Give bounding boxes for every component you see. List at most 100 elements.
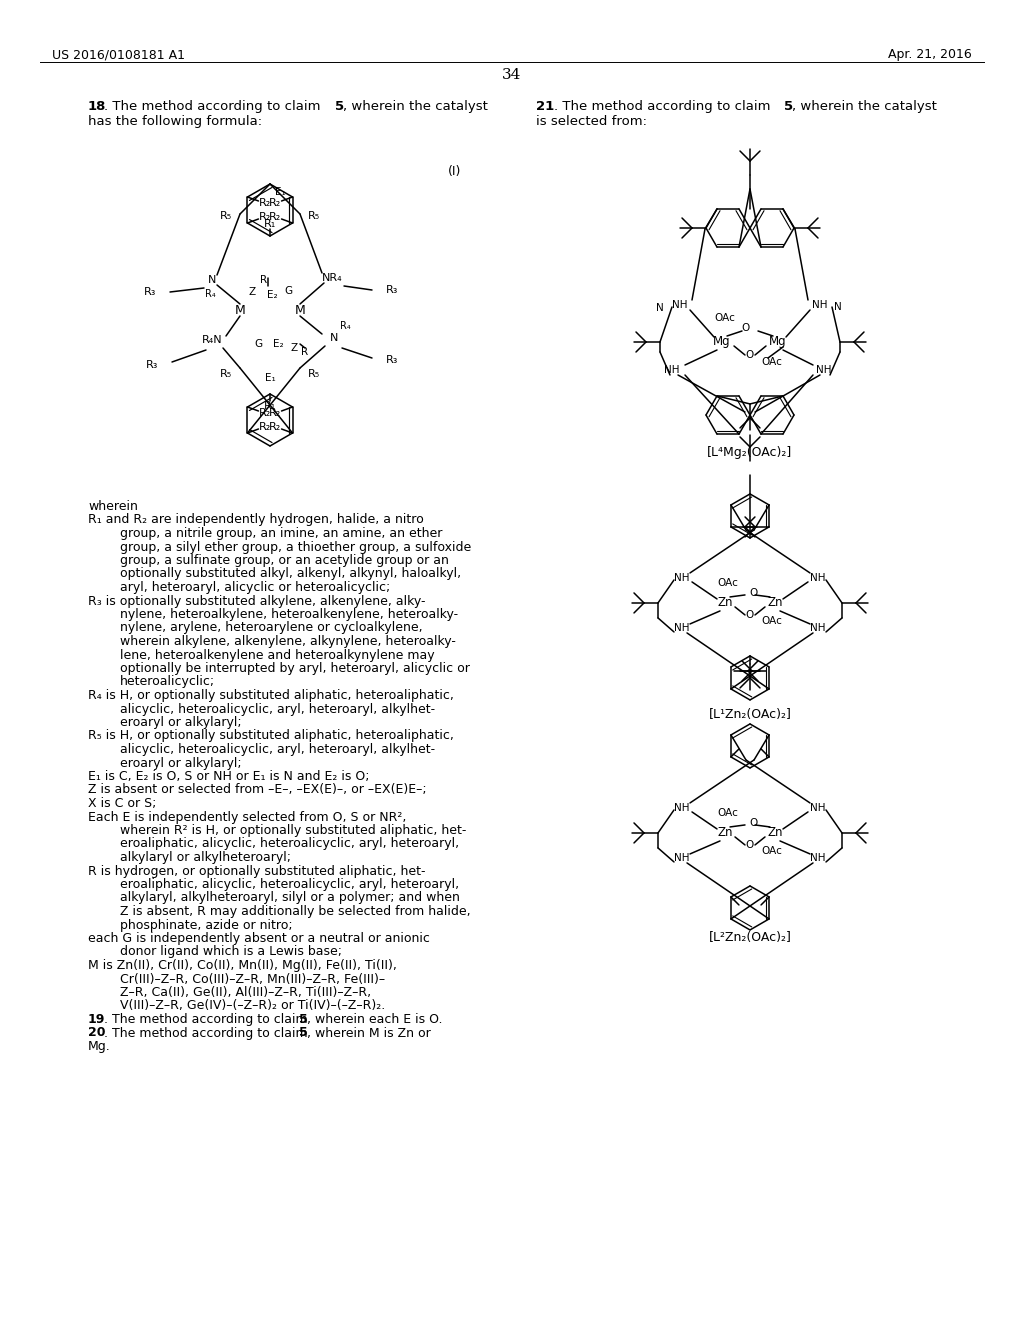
Text: OAc: OAc [718, 578, 738, 587]
Text: O: O [741, 323, 750, 333]
Text: [L⁴Mg₂(OAc)₂]: [L⁴Mg₂(OAc)₂] [708, 446, 793, 459]
Text: eroaryl or alkylaryl;: eroaryl or alkylaryl; [120, 715, 242, 729]
Text: eroaryl or alkylaryl;: eroaryl or alkylaryl; [120, 756, 242, 770]
Text: 5: 5 [335, 100, 344, 114]
Text: Cr(III)–Z–R, Co(III)–Z–R, Mn(III)–Z–R, Fe(III)–: Cr(III)–Z–R, Co(III)–Z–R, Mn(III)–Z–R, F… [120, 973, 385, 986]
Text: Zn: Zn [767, 826, 782, 840]
Text: NH: NH [674, 853, 690, 863]
Text: R₂: R₂ [268, 422, 281, 432]
Text: heteroalicyclic;: heteroalicyclic; [120, 676, 215, 689]
Text: alicyclic, heteroalicyclic, aryl, heteroaryl, alkylhet-: alicyclic, heteroalicyclic, aryl, hetero… [120, 702, 435, 715]
Text: group, a silyl ether group, a thioether group, a sulfoxide: group, a silyl ether group, a thioether … [120, 540, 471, 553]
Text: 20: 20 [88, 1027, 105, 1040]
Text: O: O [749, 818, 757, 828]
Text: R₅: R₅ [308, 211, 321, 220]
Text: [L²Zn₂(OAc)₂]: [L²Zn₂(OAc)₂] [709, 931, 792, 944]
Text: OAc: OAc [762, 616, 782, 626]
Text: lene, heteroalkenylene and heteroalkynylene may: lene, heteroalkenylene and heteroalkynyl… [120, 648, 434, 661]
Text: R₂: R₂ [259, 198, 271, 209]
Text: R₅: R₅ [220, 211, 232, 220]
Text: O: O [745, 840, 754, 850]
Text: phosphinate, azide or nitro;: phosphinate, azide or nitro; [120, 919, 293, 932]
Text: V(III)–Z–R, Ge(IV)–(–Z–R)₂ or Ti(IV)–(–Z–R)₂.: V(III)–Z–R, Ge(IV)–(–Z–R)₂ or Ti(IV)–(–Z… [120, 999, 385, 1012]
Text: eroaliphatic, alicyclic, heteroalicyclic, aryl, heteroaryl,: eroaliphatic, alicyclic, heteroalicyclic… [120, 837, 459, 850]
Text: , wherein M is Zn or: , wherein M is Zn or [307, 1027, 431, 1040]
Text: wherein alkylene, alkenylene, alkynylene, heteroalky-: wherein alkylene, alkenylene, alkynylene… [120, 635, 456, 648]
Text: M: M [295, 304, 305, 317]
Text: E₁: E₁ [264, 374, 275, 383]
Text: Mg.: Mg. [88, 1040, 111, 1053]
Text: group, a sulfinate group, or an acetylide group or an: group, a sulfinate group, or an acetylid… [120, 554, 449, 568]
Text: R₂: R₂ [259, 213, 271, 222]
Text: NH: NH [665, 366, 680, 375]
Text: NH: NH [672, 300, 688, 310]
Text: R₃: R₃ [386, 285, 398, 294]
Text: OAc: OAc [762, 846, 782, 855]
Text: nylene, heteroalkylene, heteroalkenylene, heteroalky-: nylene, heteroalkylene, heteroalkenylene… [120, 609, 458, 620]
Text: R₄ is H, or optionally substituted aliphatic, heteroaliphatic,: R₄ is H, or optionally substituted aliph… [88, 689, 454, 702]
Text: NH: NH [810, 853, 825, 863]
Text: G: G [284, 286, 292, 296]
Text: Z is absent, R may additionally be selected from halide,: Z is absent, R may additionally be selec… [120, 906, 471, 917]
Text: Zn: Zn [717, 597, 733, 610]
Text: 21: 21 [536, 100, 554, 114]
Text: R₄: R₄ [340, 321, 350, 331]
Text: NH: NH [810, 803, 825, 813]
Text: R₃: R₃ [145, 360, 158, 370]
Text: R₂: R₂ [268, 408, 281, 418]
Text: Z: Z [291, 343, 298, 352]
Text: R: R [301, 347, 308, 356]
Text: . The method according to claim: . The method according to claim [104, 100, 325, 114]
Text: NH: NH [816, 366, 831, 375]
Text: 18: 18 [88, 100, 106, 114]
Text: Zn: Zn [717, 826, 733, 840]
Text: E₂: E₂ [272, 339, 284, 348]
Text: E₁ is C, E₂ is O, S or NH or E₁ is N and E₂ is O;: E₁ is C, E₂ is O, S or NH or E₁ is N and… [88, 770, 370, 783]
Text: R₄: R₄ [205, 289, 215, 300]
Text: R₂: R₂ [259, 408, 271, 418]
Text: NH: NH [810, 623, 825, 634]
Text: eroaliphatic, alicyclic, heteroalicyclic, aryl, heteroaryl,: eroaliphatic, alicyclic, heteroalicyclic… [120, 878, 459, 891]
Text: Z is absent or selected from –E–, –EX(E)–, or –EX(E)E–;: Z is absent or selected from –E–, –EX(E)… [88, 784, 427, 796]
Text: optionally substituted alkyl, alkenyl, alkynyl, haloalkyl,: optionally substituted alkyl, alkenyl, a… [120, 568, 461, 581]
Text: NH: NH [674, 573, 690, 583]
Text: 5: 5 [299, 1012, 308, 1026]
Text: R₅: R₅ [220, 370, 232, 379]
Text: E₂: E₂ [266, 290, 278, 300]
Text: Apr. 21, 2016: Apr. 21, 2016 [888, 48, 972, 61]
Text: , wherein each E is O.: , wherein each E is O. [307, 1012, 442, 1026]
Text: OAc: OAc [715, 313, 735, 323]
Text: O: O [745, 610, 754, 620]
Text: R₁: R₁ [264, 401, 276, 411]
Text: 5: 5 [299, 1027, 308, 1040]
Text: is selected from:: is selected from: [536, 115, 647, 128]
Text: NH: NH [674, 623, 690, 634]
Text: R₂: R₂ [259, 422, 271, 432]
Text: Mg: Mg [713, 335, 731, 348]
Text: nylene, arylene, heteroarylene or cycloalkylene,: nylene, arylene, heteroarylene or cycloa… [120, 622, 423, 635]
Text: group, a nitrile group, an imine, an amine, an ether: group, a nitrile group, an imine, an ami… [120, 527, 442, 540]
Text: R₁ and R₂ are independently hydrogen, halide, a nitro: R₁ and R₂ are independently hydrogen, ha… [88, 513, 424, 527]
Text: G: G [254, 339, 262, 348]
Text: NH: NH [812, 300, 827, 310]
Text: each G is independently absent or a neutral or anionic: each G is independently absent or a neut… [88, 932, 430, 945]
Text: M is Zn(II), Cr(II), Co(II), Mn(II), Mg(II), Fe(II), Ti(II),: M is Zn(II), Cr(II), Co(II), Mn(II), Mg(… [88, 960, 397, 972]
Text: 5: 5 [784, 100, 794, 114]
Text: (I): (I) [449, 165, 462, 178]
Text: R: R [260, 275, 267, 285]
Text: alkylaryl, alkylheteroaryl, silyl or a polymer; and when: alkylaryl, alkylheteroaryl, silyl or a p… [120, 891, 460, 904]
Text: R₃: R₃ [386, 355, 398, 366]
Text: R₂: R₂ [268, 198, 281, 209]
Text: alicyclic, heteroalicyclic, aryl, heteroaryl, alkylhet-: alicyclic, heteroalicyclic, aryl, hetero… [120, 743, 435, 756]
Text: Z: Z [249, 286, 256, 297]
Text: N: N [835, 302, 842, 312]
Text: R₅ is H, or optionally substituted aliphatic, heteroaliphatic,: R₅ is H, or optionally substituted aliph… [88, 730, 454, 742]
Text: R₃ is optionally substituted alkylene, alkenylene, alky-: R₃ is optionally substituted alkylene, a… [88, 594, 426, 607]
Text: [L¹Zn₂(OAc)₂]: [L¹Zn₂(OAc)₂] [709, 708, 792, 721]
Text: , wherein the catalyst: , wherein the catalyst [792, 100, 937, 114]
Text: Zn: Zn [767, 597, 782, 610]
Text: . The method according to claim: . The method according to claim [104, 1012, 311, 1026]
Text: NH: NH [810, 573, 825, 583]
Text: alkylaryl or alkylheteroaryl;: alkylaryl or alkylheteroaryl; [120, 851, 291, 865]
Text: M: M [234, 304, 246, 317]
